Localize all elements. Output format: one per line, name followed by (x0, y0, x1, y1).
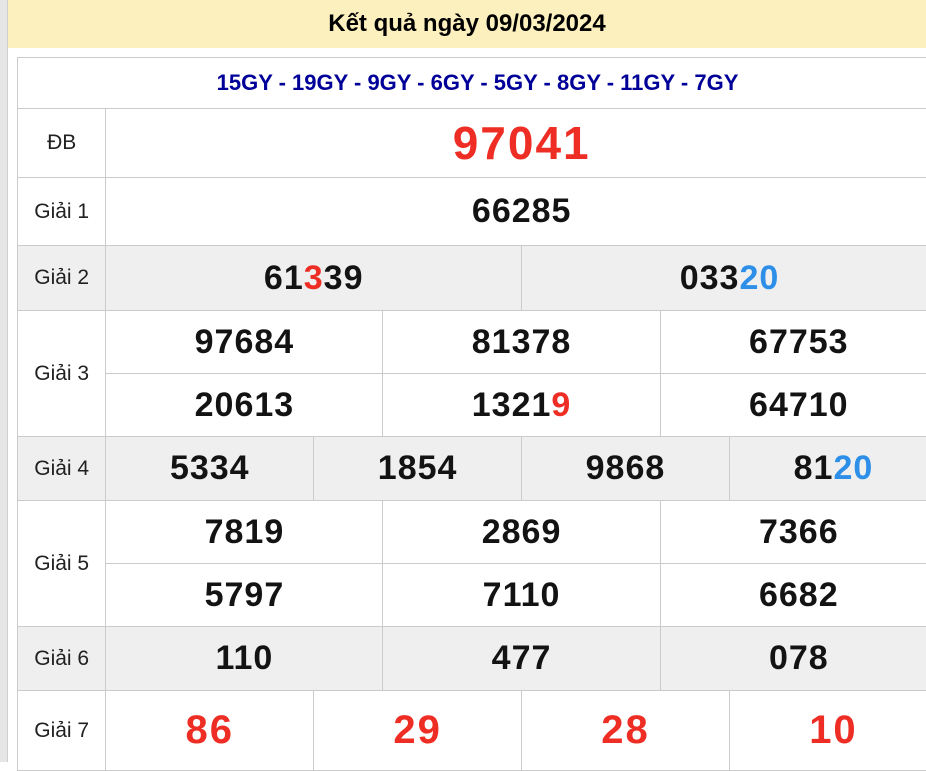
prize-label: ĐB (18, 109, 106, 178)
prize-label: Giải 2 (18, 246, 106, 311)
prize-label: Giải 3 (18, 311, 106, 437)
digits: 64710 (749, 386, 849, 424)
prize-label: Giải 4 (18, 437, 106, 501)
prize-number-cell: 86 (106, 691, 314, 771)
prize-number-cell: 97041 (106, 109, 926, 178)
prize-number-cell: 13219 (383, 374, 660, 437)
digits: 81 (794, 449, 834, 487)
highlighted-digits: 3 (304, 259, 324, 297)
prize-row: Giải 1 66285 (18, 178, 926, 246)
digits: 9868 (586, 449, 666, 487)
prize-row: Giải 7 86 29 28 10 (18, 691, 926, 771)
digits: 81378 (472, 323, 572, 361)
prize-row: ĐB 97041 (18, 109, 926, 178)
prize-number-cell: 110 (106, 627, 383, 691)
prize-number-cell: 477 (383, 627, 660, 691)
digits: 7366 (759, 513, 839, 551)
digits: 477 (492, 639, 552, 677)
digits: 2869 (482, 513, 562, 551)
prize-number-cell: 61339 (106, 246, 522, 311)
digits: 078 (769, 639, 829, 677)
digits: 5334 (170, 449, 250, 487)
highlighted-digits: 97041 (453, 117, 591, 169)
highlighted-digits: 29 (393, 708, 442, 752)
highlighted-digits: 10 (809, 708, 858, 752)
prize-label: Giải 1 (18, 178, 106, 246)
prize-number-cell: 66285 (106, 178, 926, 246)
digits: 67753 (749, 323, 849, 361)
digits: 033 (680, 259, 740, 297)
results-table-body: 15GY - 19GY - 9GY - 6GY - 5GY - 8GY - 11… (18, 58, 926, 771)
prize-label: Giải 7 (18, 691, 106, 771)
highlighted-digits: 20 (739, 259, 779, 297)
title-bar: Kết quả ngày 09/03/2024 (8, 0, 926, 48)
prize-row: Giải 6 110 477 078 (18, 627, 926, 691)
prize-number-cell: 8120 (729, 437, 926, 501)
prize-number-cell: 10 (729, 691, 926, 771)
prize-number-cell: 7819 (106, 501, 383, 564)
digits: 110 (215, 639, 273, 677)
prize-number-cell: 97684 (106, 311, 383, 374)
prize-number-cell: 6682 (660, 564, 926, 627)
prize-number-cell: 7110 (383, 564, 660, 627)
prize-number-cell: 67753 (660, 311, 926, 374)
digits: 1321 (472, 386, 552, 424)
prize-number-cell: 81378 (383, 311, 660, 374)
highlighted-digits: 9 (551, 386, 571, 424)
highlighted-digits: 28 (601, 708, 650, 752)
digits: 7819 (205, 513, 285, 551)
prize-number-cell: 28 (522, 691, 730, 771)
prize-number-cell: 29 (314, 691, 522, 771)
draw-codes: 15GY - 19GY - 9GY - 6GY - 5GY - 8GY - 11… (18, 58, 926, 109)
prize-number-cell: 2869 (383, 501, 660, 564)
page-title: Kết quả ngày 09/03/2024 (328, 10, 605, 38)
prize-number-cell: 9868 (522, 437, 730, 501)
prize-number-cell: 1854 (314, 437, 522, 501)
prize-number-cell: 5797 (106, 564, 383, 627)
draw-codes-row: 15GY - 19GY - 9GY - 6GY - 5GY - 8GY - 11… (18, 58, 926, 109)
digits: 39 (324, 259, 364, 297)
digits: 1854 (378, 449, 458, 487)
prize-number-cell: 20613 (106, 374, 383, 437)
digits: 97684 (195, 323, 295, 361)
digits: 5797 (205, 576, 285, 614)
prize-row: 5797 7110 6682 (18, 564, 926, 627)
prize-number-cell: 03320 (522, 246, 926, 311)
prize-label: Giải 6 (18, 627, 106, 691)
prize-number-cell: 5334 (106, 437, 314, 501)
highlighted-digits: 86 (186, 708, 235, 752)
digits: 66285 (472, 192, 572, 230)
results-table: 15GY - 19GY - 9GY - 6GY - 5GY - 8GY - 11… (17, 57, 926, 771)
highlighted-digits: 20 (833, 449, 873, 487)
prize-number-cell: 078 (660, 627, 926, 691)
prize-label: Giải 5 (18, 501, 106, 627)
prize-row: 20613 13219 64710 (18, 374, 926, 437)
prize-row: Giải 4 5334 1854 9868 8120 (18, 437, 926, 501)
page-left-margin (0, 0, 8, 762)
prize-number-cell: 64710 (660, 374, 926, 437)
digits: 7110 (483, 576, 561, 614)
digits: 20613 (195, 386, 295, 424)
prize-number-cell: 7366 (660, 501, 926, 564)
digits: 6682 (759, 576, 839, 614)
digits: 61 (264, 259, 304, 297)
